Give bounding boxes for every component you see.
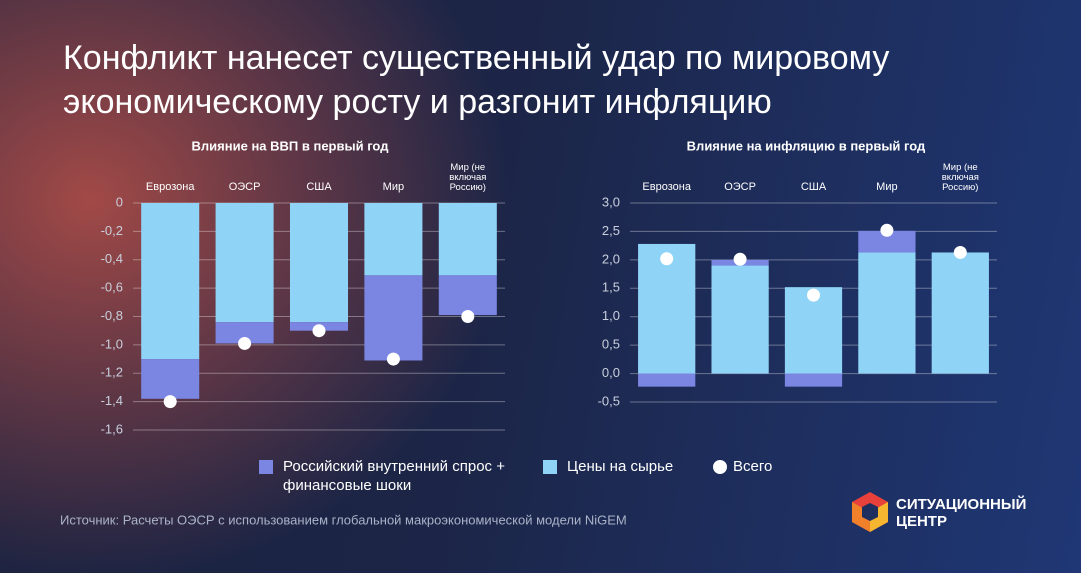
y-tick-label: 1,5 (602, 280, 620, 295)
legend-label-box: Цены на сырье (567, 458, 674, 475)
x-tick-label-box: Мир (не включая Россию) (941, 162, 979, 193)
bar (215, 203, 274, 323)
bar (141, 203, 200, 360)
x-tick-label: Мир (не включая Россию) (941, 162, 979, 193)
total-dot (461, 310, 475, 323)
y-tick-label: 1,0 (602, 308, 620, 323)
logo-text: ЦЕНТР (896, 513, 947, 530)
legend-label-box: Российский внутренний спрос + финансовые… (283, 458, 505, 494)
x-tick-label: Мир (876, 181, 898, 193)
total-dot (953, 245, 967, 259)
total-dot (386, 352, 400, 366)
x-tick-label-box: ОЭСР (228, 181, 261, 193)
bar (784, 373, 843, 387)
x-tick-label-box: США (306, 181, 332, 193)
x-tick-label: Еврозона (642, 181, 691, 193)
total-dot (238, 336, 252, 350)
y-tick-label: 0,0 (602, 365, 620, 380)
bar (858, 252, 916, 374)
bar (289, 203, 349, 323)
x-tick-label: Мир (не включая Россию) (449, 162, 487, 193)
y-tick-label: -0,4 (101, 251, 123, 266)
y-tick-label: -0,6 (101, 280, 123, 295)
y-tick-label: 3,0 (602, 194, 620, 209)
legend-label-box: Всего (733, 458, 773, 475)
total-dot (807, 288, 820, 302)
bar (931, 252, 989, 374)
y-tick-label: 0 (116, 194, 123, 209)
logo-text: СИТУАЦИОННЫЙ (896, 495, 1026, 513)
bar (364, 275, 423, 361)
y-tick-label: 2,0 (602, 251, 620, 266)
chart-title: Влияние на ВВП в первый год (192, 138, 390, 153)
bar (364, 203, 423, 276)
bar (438, 203, 497, 276)
total-dot (312, 324, 326, 338)
x-tick-label: США (800, 181, 827, 193)
legend-label: Российский внутренний спрос + финансовые… (283, 458, 505, 494)
total-dot (733, 252, 747, 266)
y-tick-label: 2,5 (602, 223, 620, 238)
bar (638, 373, 696, 387)
bar (858, 230, 916, 253)
y-tick-label: -1,2 (101, 365, 123, 380)
x-tick-label: США (306, 181, 332, 193)
bar (438, 275, 497, 316)
chart-title: Влияние на инфляцию в первый год (687, 138, 926, 153)
y-tick-label: -1,4 (101, 393, 123, 408)
x-tick-label-box: Мир (382, 181, 405, 193)
source: Источник: Расчеты ОЭСР с использованием … (60, 512, 627, 527)
total-dot (163, 395, 177, 409)
y-tick-label: -0,2 (101, 223, 123, 238)
legend-label: Всего (733, 458, 773, 475)
y-tick-label: -0,8 (101, 308, 123, 323)
legend-label: Цены на сырье (567, 458, 674, 475)
bar (215, 322, 274, 344)
bar (638, 243, 696, 374)
legend-marker (713, 460, 727, 474)
total-dot (880, 223, 894, 237)
legend-marker (543, 460, 557, 474)
y-tick-label: -0,5 (598, 393, 620, 408)
x-tick-label: ОЭСР (228, 181, 261, 193)
y-tick-label: -1,0 (101, 336, 123, 351)
logo-icon (852, 492, 888, 532)
legend-marker (259, 460, 273, 474)
bar (711, 265, 769, 374)
x-tick-label-box: Еврозона (145, 181, 195, 193)
page-title: Конфликт нанесет существенный удар по ми… (63, 39, 890, 121)
x-tick-label-box: ОЭСР (724, 181, 756, 193)
x-tick-label-box: Мир (не включая Россию) (449, 162, 487, 193)
x-tick-label-box: Мир (876, 181, 898, 193)
total-dot (660, 252, 674, 266)
x-tick-label-box: Еврозона (642, 181, 691, 193)
x-tick-label: ОЭСР (724, 181, 756, 193)
y-tick-label: 0,5 (602, 337, 620, 352)
y-tick-label: -1,6 (101, 421, 123, 436)
bar (141, 359, 200, 399)
x-tick-label-box: США (800, 181, 827, 193)
x-tick-label: Мир (382, 181, 405, 193)
x-tick-label: Еврозона (145, 181, 195, 193)
